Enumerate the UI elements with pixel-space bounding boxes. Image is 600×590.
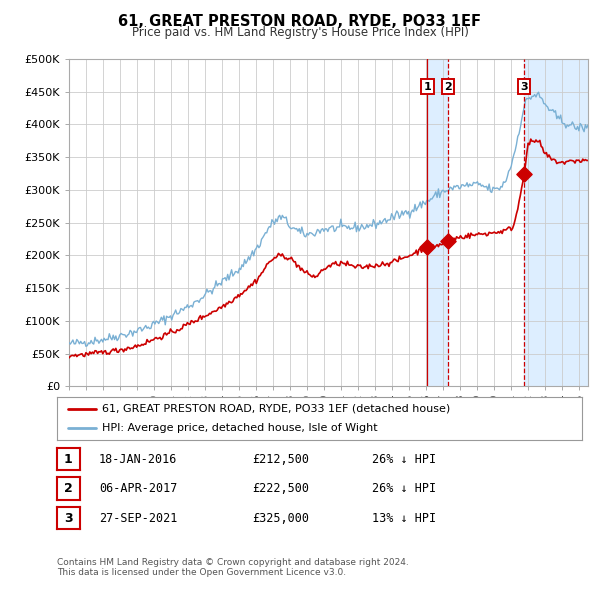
- Text: 1: 1: [424, 82, 431, 92]
- Bar: [524, 59, 588, 386]
- Point: [443, 236, 453, 245]
- Text: 26% ↓ HPI: 26% ↓ HPI: [372, 482, 436, 495]
- Text: 13% ↓ HPI: 13% ↓ HPI: [372, 512, 436, 525]
- Point: [519, 169, 529, 178]
- Text: 2: 2: [64, 482, 73, 495]
- Text: 18-JAN-2016: 18-JAN-2016: [99, 453, 178, 466]
- Text: Price paid vs. HM Land Registry's House Price Index (HPI): Price paid vs. HM Land Registry's House …: [131, 26, 469, 39]
- Bar: [427, 59, 448, 386]
- Text: 61, GREAT PRESTON ROAD, RYDE, PO33 1EF: 61, GREAT PRESTON ROAD, RYDE, PO33 1EF: [119, 14, 482, 28]
- Text: This data is licensed under the Open Government Licence v3.0.: This data is licensed under the Open Gov…: [57, 568, 346, 577]
- Text: 3: 3: [64, 512, 73, 525]
- Text: Contains HM Land Registry data © Crown copyright and database right 2024.: Contains HM Land Registry data © Crown c…: [57, 558, 409, 566]
- Point: [422, 242, 432, 252]
- Text: 06-APR-2017: 06-APR-2017: [99, 482, 178, 495]
- Text: 2: 2: [444, 82, 452, 92]
- Text: 27-SEP-2021: 27-SEP-2021: [99, 512, 178, 525]
- Text: HPI: Average price, detached house, Isle of Wight: HPI: Average price, detached house, Isle…: [101, 423, 377, 433]
- Text: £325,000: £325,000: [252, 512, 309, 525]
- Text: £212,500: £212,500: [252, 453, 309, 466]
- Text: 61, GREAT PRESTON ROAD, RYDE, PO33 1EF (detached house): 61, GREAT PRESTON ROAD, RYDE, PO33 1EF (…: [101, 404, 450, 414]
- Text: 26% ↓ HPI: 26% ↓ HPI: [372, 453, 436, 466]
- Text: 1: 1: [64, 453, 73, 466]
- Text: £222,500: £222,500: [252, 482, 309, 495]
- Text: 3: 3: [520, 82, 528, 92]
